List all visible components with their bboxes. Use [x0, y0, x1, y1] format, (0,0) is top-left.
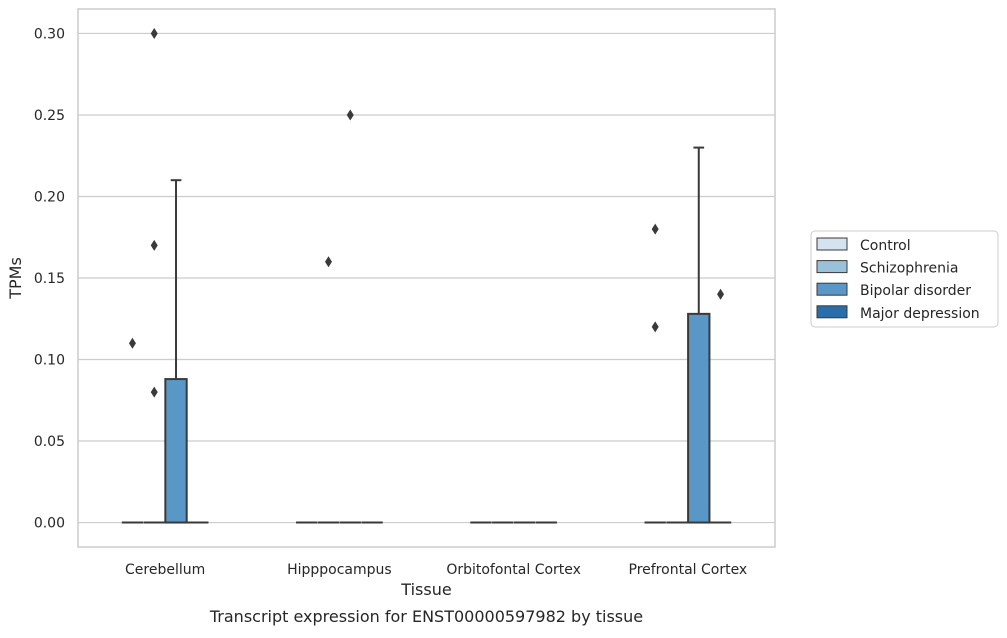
y-tick-label: 0.05	[34, 434, 65, 450]
box-group	[143, 27, 165, 524]
box-group	[687, 146, 711, 524]
outlier-point	[128, 337, 136, 349]
plot-area	[77, 8, 776, 548]
x-axis-ticks: Cerebellum Hipppocampus Orbitofontal Corte…	[125, 562, 747, 578]
y-tick-label: 0.00	[34, 516, 65, 532]
x-tick-label: Cerebellum	[125, 562, 205, 578]
outlier-point	[651, 223, 659, 235]
y-tick-label: 0.30	[34, 26, 65, 42]
legend-items: Control Schizophrenia Bipolar disorder Majo…	[816, 237, 980, 322]
y-axis-label: TPMs	[6, 257, 25, 300]
outlier-point	[324, 256, 332, 268]
outlier-point	[346, 109, 354, 121]
legend-label: Bipolar disorder	[860, 283, 971, 299]
legend-swatch	[816, 282, 848, 296]
y-tick-label: 0.25	[34, 108, 65, 124]
x-axis-label: Tissue	[400, 580, 451, 599]
box-group	[644, 223, 666, 524]
chart-caption: Transcript expression for ENST0000059798…	[209, 607, 643, 626]
box-group	[709, 288, 732, 524]
legend-swatch	[816, 237, 848, 251]
outlier-point	[150, 386, 158, 398]
x-tick-label: Hipppocampus	[287, 562, 392, 578]
boxes-layer	[121, 27, 732, 524]
y-tick-label: 0.10	[34, 353, 65, 369]
box-group	[317, 256, 340, 524]
box-group	[121, 337, 144, 524]
legend-swatch	[816, 260, 848, 274]
outlier-point	[150, 239, 158, 251]
outlier-point	[651, 321, 659, 333]
box-group	[339, 109, 361, 524]
grid-layer	[78, 32, 775, 524]
outlier-point	[717, 288, 725, 300]
x-tick-label: Orbitofontal Cortex	[446, 562, 581, 578]
legend-label: Control	[860, 238, 911, 254]
box	[687, 312, 711, 524]
y-tick-label: 0.15	[34, 271, 65, 287]
y-tick-label: 0.20	[34, 189, 65, 205]
box-group	[164, 179, 188, 524]
legend-label: Schizophrenia	[860, 261, 958, 277]
legend-frame	[810, 230, 999, 328]
y-axis-ticks: 0.00 0.05 0.10 0.15 0.20 0.25 0.30	[34, 26, 65, 531]
outlier-point	[150, 27, 158, 39]
legend: Control Schizophrenia Bipolar disorder Majo…	[810, 230, 999, 328]
legend-label: Major depression	[860, 306, 980, 322]
box	[164, 378, 188, 524]
x-tick-label: Prefrontal Cortex	[629, 562, 748, 578]
legend-swatch	[816, 305, 848, 319]
